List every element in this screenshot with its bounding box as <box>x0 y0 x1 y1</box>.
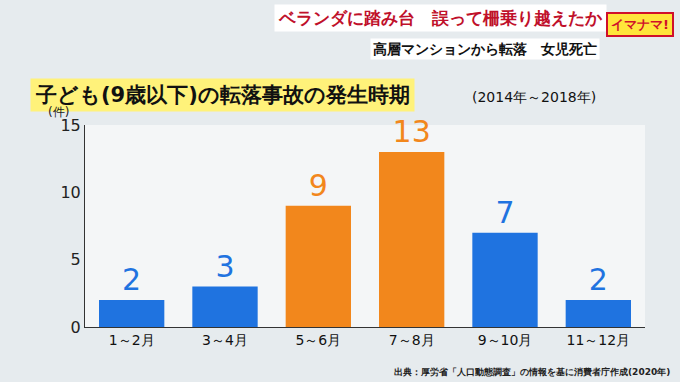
svg-text:1～2月: 1～2月 <box>109 332 155 348</box>
svg-text:10: 10 <box>60 183 80 202</box>
svg-text:7: 7 <box>495 195 514 230</box>
svg-text:(件): (件) <box>48 105 69 119</box>
svg-text:9～10月: 9～10月 <box>478 332 533 348</box>
svg-text:11～12月: 11～12月 <box>567 332 631 348</box>
svg-text:15: 15 <box>60 116 80 135</box>
svg-text:13: 13 <box>393 114 431 149</box>
svg-text:5: 5 <box>71 250 81 269</box>
svg-text:3～4月: 3～4月 <box>202 332 248 348</box>
svg-text:高層マンションから転落 女児死亡: 高層マンションから転落 女児死亡 <box>373 41 597 57</box>
svg-text:(2014年～2018年): (2014年～2018年) <box>472 89 596 105</box>
svg-text:9: 9 <box>309 168 328 203</box>
svg-text:0: 0 <box>71 318 81 337</box>
svg-text:2: 2 <box>122 262 141 297</box>
svg-text:子ども(9歳以下)の転落事故の発生時期: 子ども(9歳以下)の転落事故の発生時期 <box>35 83 410 107</box>
svg-text:2: 2 <box>589 262 608 297</box>
svg-text:3: 3 <box>215 249 234 284</box>
svg-text:出典：厚労省「人口動態調査」の情報を基に消費者庁作成(202: 出典：厚労省「人口動態調査」の情報を基に消費者庁作成(2020年) <box>394 367 670 377</box>
svg-text:7～8月: 7～8月 <box>389 332 435 348</box>
svg-text:5～6月: 5～6月 <box>295 332 341 348</box>
svg-text:イマナマ!: イマナマ! <box>611 17 669 32</box>
svg-text:ベランダに踏み台 誤って柵乗り越えたか: ベランダに踏み台 誤って柵乗り越えたか <box>278 8 603 28</box>
